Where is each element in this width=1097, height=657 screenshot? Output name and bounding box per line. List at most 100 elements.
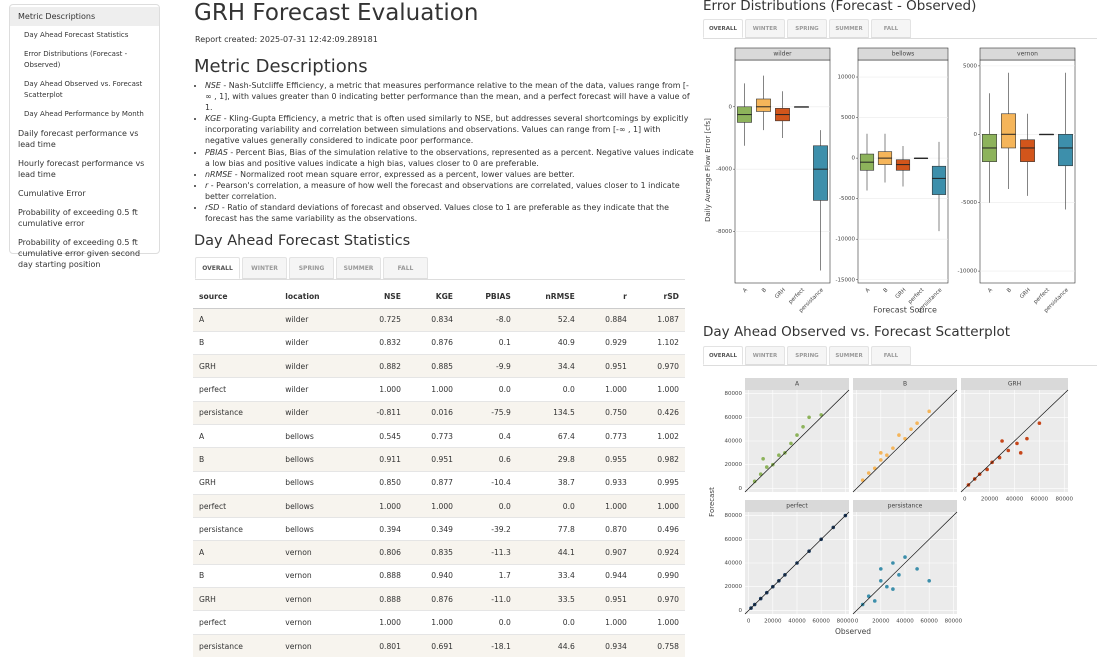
- tab[interactable]: SPRING: [787, 19, 827, 38]
- y-tick-label: 0: [739, 486, 743, 492]
- table-cell: 0.888: [350, 563, 407, 588]
- point: [897, 433, 901, 437]
- table-cell: A: [193, 540, 280, 565]
- x-tick-label: A: [865, 287, 872, 294]
- toc-link[interactable]: Daily forecast performance vs lead time: [18, 129, 139, 149]
- table-cell: 0.951: [580, 587, 633, 611]
- tab[interactable]: SUMMER: [829, 346, 869, 365]
- x-tick-label: 0: [747, 619, 751, 625]
- tab[interactable]: WINTER: [745, 346, 785, 365]
- column-header: r: [580, 286, 633, 309]
- tab[interactable]: SPRING: [289, 257, 334, 279]
- y-tick-label: -8000: [716, 229, 732, 235]
- table-cell: bellows: [279, 447, 351, 472]
- point: [1037, 421, 1042, 426]
- table-cell: perfect: [193, 610, 280, 635]
- table-cell: 0.773: [406, 423, 459, 448]
- toc-link[interactable]: Probability of exceeding 0.5 ft cumulati…: [18, 208, 138, 228]
- toc-link[interactable]: Cumulative Error: [18, 189, 86, 198]
- table-cell: 0.884: [580, 307, 633, 332]
- toc-link[interactable]: Probability of exceeding 0.5 ft cumulati…: [18, 238, 141, 269]
- table-row: GRH vernon 0.888 0.876 -11.0 33.5 0.951 0.970: [193, 587, 685, 611]
- box-chart: Daily Average Flow Error [cfs] Forecast S…: [704, 47, 1076, 315]
- section-title: Error Distributions (Forecast - Observed…: [703, 0, 977, 14]
- toc-link[interactable]: Hourly forecast performance vs lead time: [18, 159, 145, 179]
- box: [813, 145, 828, 201]
- table-cell: 0.933: [580, 470, 633, 495]
- table-cell: 0.955: [580, 447, 633, 472]
- metric-text: - Normalized root mean square error, exp…: [232, 169, 575, 179]
- table-cell: 1.000: [406, 610, 459, 635]
- table-cell: 44.1: [516, 540, 581, 565]
- tab[interactable]: SUMMER: [829, 19, 869, 38]
- table-cell: 0.970: [632, 587, 685, 611]
- table-cell: 38.7: [516, 470, 581, 495]
- table-cell: 0.016: [406, 400, 459, 425]
- x-tick-label: 20000: [764, 619, 782, 625]
- table-cell: A: [193, 307, 280, 332]
- y-tick-label: -10000: [958, 269, 978, 275]
- toc-link[interactable]: Error Distributions (Forecast - Observed…: [24, 50, 128, 69]
- y-tick-label: -5000: [961, 200, 977, 206]
- x-tick-label: A: [742, 287, 749, 294]
- table-cell: 0.4: [459, 423, 517, 448]
- y-tick-label: 0: [852, 156, 856, 162]
- x-tick-label: 80000: [1056, 497, 1074, 503]
- tab[interactable]: WINTER: [745, 19, 785, 38]
- tab[interactable]: WINTER: [242, 257, 287, 279]
- page: {"sidebar": {"items": ["Metric Descripti…: [0, 0, 1097, 638]
- point: [885, 584, 889, 589]
- x-axis-title: Observed: [835, 627, 871, 636]
- tab[interactable]: OVERALL: [703, 19, 743, 38]
- y-tick-label: -15000: [836, 277, 856, 283]
- y-tick-label: 80000: [725, 513, 743, 519]
- point: [1015, 441, 1019, 446]
- table-cell: 1.000: [406, 377, 459, 402]
- section-title: Day Ahead Forecast Statistics: [194, 233, 411, 249]
- table-cell: 0.990: [632, 563, 685, 588]
- table-cell: 1.000: [350, 610, 407, 635]
- point: [879, 567, 883, 571]
- table-row: GRH wilder 0.882 0.885 -9.9 34.4 0.951 0.970: [193, 354, 685, 378]
- point: [985, 467, 989, 472]
- table-cell: 0.885: [406, 354, 459, 378]
- point: [872, 599, 877, 603]
- table-header: source location NSE KGE PBIAS nRMSE r rSD: [193, 286, 685, 309]
- x-tick-label: A: [987, 287, 994, 294]
- point: [872, 466, 877, 471]
- tab[interactable]: SPRING: [787, 346, 827, 365]
- point: [897, 573, 901, 577]
- x-tick-label: 80000: [837, 619, 855, 625]
- table-cell: 1.000: [350, 377, 407, 402]
- toc-link[interactable]: Day Ahead Forecast Statistics: [24, 31, 129, 39]
- x-tick-label: 60000: [1031, 497, 1049, 503]
- point: [1018, 451, 1023, 455]
- table-cell: 0.876: [406, 330, 459, 355]
- tab[interactable]: FALL: [383, 257, 428, 279]
- point: [997, 455, 1002, 460]
- tab[interactable]: OVERALL: [703, 346, 743, 365]
- report-created: Report created: 2025-07-31 12:42:09.2891…: [195, 35, 378, 44]
- table-cell: 0.806: [350, 540, 407, 565]
- y-tick-label: 40000: [725, 439, 743, 445]
- point: [879, 458, 883, 462]
- point: [866, 471, 871, 475]
- toc-link[interactable]: Metric Descriptions: [10, 7, 159, 26]
- tab[interactable]: OVERALL: [195, 257, 240, 279]
- table-cell: 1.087: [632, 307, 685, 332]
- table-cell: 0.750: [580, 400, 633, 425]
- tab[interactable]: SUMMER: [336, 257, 381, 279]
- tab[interactable]: FALL: [871, 19, 911, 38]
- point: [795, 433, 799, 437]
- panel-label: persistance: [888, 503, 923, 510]
- table-cell: 0.944: [580, 563, 633, 588]
- point: [761, 456, 765, 461]
- table-cell: 0.349: [406, 517, 459, 541]
- toc-link[interactable]: Day Ahead Observed vs. Forecast Scatterp…: [24, 80, 143, 99]
- table-cell: 67.4: [516, 423, 581, 448]
- table-cell: 0.951: [406, 447, 459, 472]
- tab[interactable]: FALL: [871, 346, 911, 365]
- toc-link[interactable]: Day Ahead Performance by Month: [24, 110, 144, 118]
- panel-strip: [734, 47, 831, 61]
- table-cell: 0.850: [350, 470, 407, 495]
